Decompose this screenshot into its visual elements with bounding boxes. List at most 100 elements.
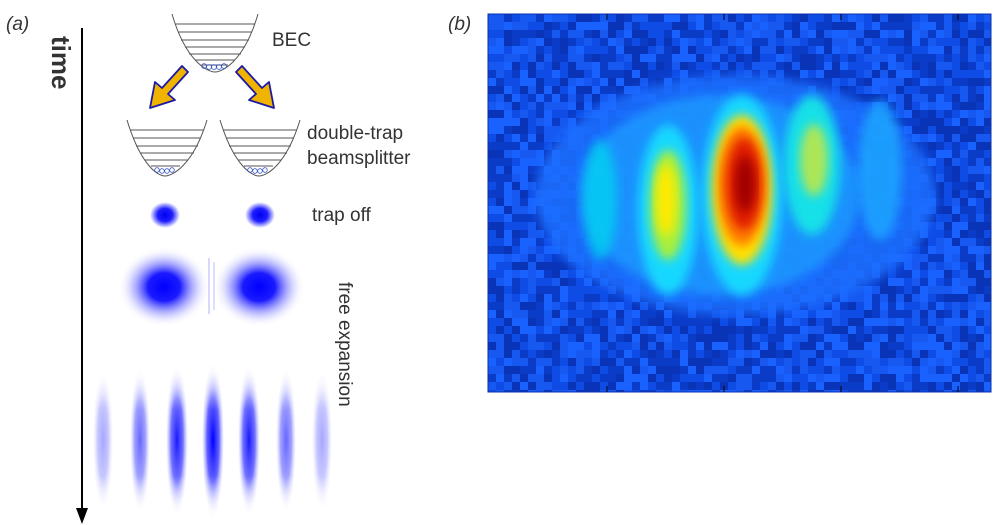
noise-pixel (632, 390, 640, 392)
noise-pixel (952, 190, 960, 198)
noise-pixel (512, 134, 520, 142)
noise-pixel (520, 22, 528, 30)
noise-pixel (920, 110, 928, 118)
noise-pixel (984, 134, 991, 142)
noise-pixel (544, 30, 552, 38)
noise-pixel (904, 46, 912, 54)
noise-pixel (608, 14, 616, 22)
noise-pixel (904, 30, 912, 38)
noise-pixel (544, 374, 552, 382)
noise-pixel (880, 342, 888, 350)
noise-pixel (544, 238, 552, 246)
noise-pixel (952, 30, 960, 38)
noise-pixel (528, 78, 536, 86)
noise-pixel (600, 70, 608, 78)
noise-pixel (528, 30, 536, 38)
noise-pixel (984, 150, 991, 158)
noise-pixel (624, 62, 632, 70)
noise-pixel (624, 78, 632, 86)
noise-pixel (968, 30, 976, 38)
noise-pixel (704, 342, 712, 350)
noise-pixel (872, 358, 880, 366)
noise-pixel (984, 366, 991, 374)
noise-pixel (920, 14, 928, 22)
noise-pixel (776, 342, 784, 350)
noise-pixel (816, 342, 824, 350)
noise-pixel (592, 78, 600, 86)
noise-pixel (872, 94, 880, 102)
noise-pixel (968, 358, 976, 366)
noise-pixel (632, 366, 640, 374)
noise-pixel (968, 86, 976, 94)
noise-pixel (896, 350, 904, 358)
noise-pixel (664, 382, 672, 390)
noise-pixel (560, 390, 568, 392)
noise-pixel (736, 390, 744, 392)
noise-pixel (856, 358, 864, 366)
noise-pixel (792, 374, 800, 382)
noise-pixel (912, 318, 920, 326)
noise-pixel (680, 358, 688, 366)
noise-pixel (912, 54, 920, 62)
noise-pixel (552, 310, 560, 318)
noise-pixel (600, 46, 608, 54)
noise-pixel (944, 310, 952, 318)
noise-pixel (552, 302, 560, 310)
noise-pixel (768, 46, 776, 54)
noise-pixel (952, 46, 960, 54)
noise-pixel (952, 334, 960, 342)
noise-pixel (832, 70, 840, 78)
noise-pixel (584, 62, 592, 70)
noise-pixel (760, 54, 768, 62)
noise-pixel (976, 222, 984, 230)
noise-pixel (896, 38, 904, 46)
noise-pixel (840, 30, 848, 38)
noise-pixel (504, 366, 512, 374)
noise-pixel (672, 70, 680, 78)
noise-pixel (784, 62, 792, 70)
noise-pixel (776, 390, 784, 392)
noise-pixel (944, 174, 952, 182)
noise-pixel (944, 38, 952, 46)
noise-pixel (592, 382, 600, 390)
noise-pixel (816, 326, 824, 334)
noise-pixel (792, 366, 800, 374)
noise-pixel (568, 278, 576, 286)
noise-pixel (968, 62, 976, 70)
noise-pixel (984, 70, 991, 78)
noise-pixel (544, 54, 552, 62)
noise-pixel (968, 110, 976, 118)
noise-pixel (568, 46, 576, 54)
noise-pixel (736, 382, 744, 390)
noise-pixel (960, 278, 968, 286)
noise-pixel (864, 86, 872, 94)
noise-pixel (792, 46, 800, 54)
noise-pixel (840, 390, 848, 392)
noise-pixel (536, 246, 544, 254)
noise-pixel (976, 158, 984, 166)
noise-pixel (872, 46, 880, 54)
noise-pixel (880, 382, 888, 390)
noise-pixel (928, 118, 936, 126)
noise-pixel (560, 318, 568, 326)
noise-pixel (968, 238, 976, 246)
noise-pixel (512, 174, 520, 182)
noise-pixel (800, 38, 808, 46)
noise-pixel (976, 278, 984, 286)
noise-pixel (568, 78, 576, 86)
noise-pixel (984, 318, 991, 326)
noise-pixel (896, 270, 904, 278)
noise-pixel (584, 382, 592, 390)
noise-pixel (840, 342, 848, 350)
noise-pixel (504, 254, 512, 262)
noise-pixel (536, 38, 544, 46)
noise-pixel (920, 326, 928, 334)
noise-pixel (496, 302, 504, 310)
noise-pixel (664, 54, 672, 62)
noise-pixel (512, 358, 520, 366)
noise-pixel (944, 62, 952, 70)
noise-pixel (568, 14, 576, 22)
noise-pixel (512, 94, 520, 102)
noise-pixel (952, 126, 960, 134)
noise-pixel (944, 142, 952, 150)
